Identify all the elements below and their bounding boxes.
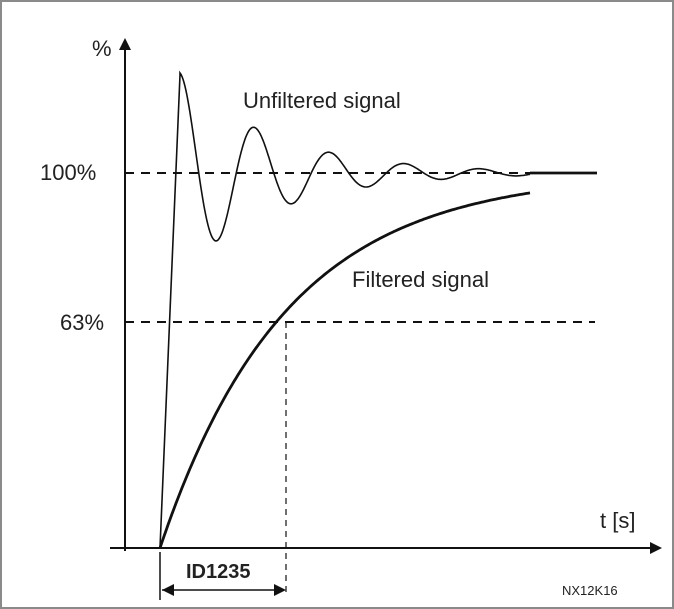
unfiltered-signal-curve — [159, 70, 531, 549]
filtered-signal-curve — [158, 191, 531, 549]
x-axis-label: t [s] — [600, 508, 635, 533]
tick-label-100: 100% — [40, 160, 96, 185]
time-constant-label: ID1235 — [186, 561, 251, 583]
time-constant-arrow-left-head — [162, 584, 174, 596]
y-axis-label: % — [92, 36, 112, 61]
tick-label-63: 63% — [60, 310, 104, 335]
figure-code: NX12K16 — [562, 583, 618, 598]
unfiltered-signal-label: Unfiltered signal — [243, 88, 401, 113]
filtered-signal-label: Filtered signal — [352, 267, 489, 292]
